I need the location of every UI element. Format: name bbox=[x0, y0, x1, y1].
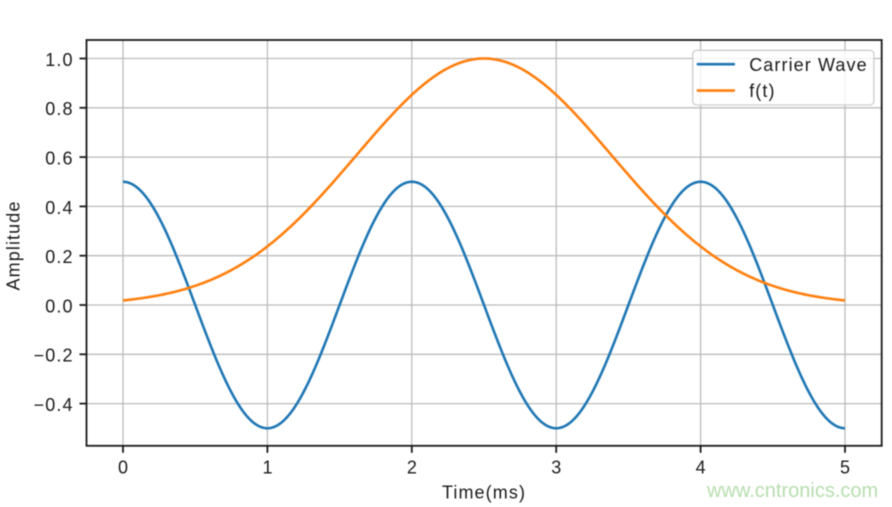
svg-text:1.0: 1.0 bbox=[45, 50, 73, 70]
svg-text:0.6: 0.6 bbox=[45, 149, 73, 169]
svg-text:0.8: 0.8 bbox=[45, 99, 73, 119]
svg-text:3: 3 bbox=[551, 457, 562, 477]
svg-text:www.cntronics.com: www.cntronics.com bbox=[706, 480, 878, 502]
svg-text:Carrier Wave: Carrier Wave bbox=[749, 55, 868, 75]
svg-text:−0.4: −0.4 bbox=[34, 395, 74, 415]
svg-text:Time(ms): Time(ms) bbox=[442, 482, 526, 502]
svg-text:5: 5 bbox=[840, 457, 851, 477]
svg-text:−0.2: −0.2 bbox=[34, 346, 74, 366]
svg-text:Amplitude: Amplitude bbox=[4, 201, 24, 291]
svg-text:1: 1 bbox=[262, 457, 273, 477]
svg-text:0.4: 0.4 bbox=[45, 198, 73, 218]
svg-text:f(t): f(t) bbox=[749, 81, 775, 101]
svg-text:0.2: 0.2 bbox=[45, 247, 73, 267]
svg-text:0: 0 bbox=[118, 457, 129, 477]
svg-text:4: 4 bbox=[696, 457, 707, 477]
svg-text:0.0: 0.0 bbox=[45, 296, 73, 316]
svg-text:2: 2 bbox=[407, 457, 418, 477]
